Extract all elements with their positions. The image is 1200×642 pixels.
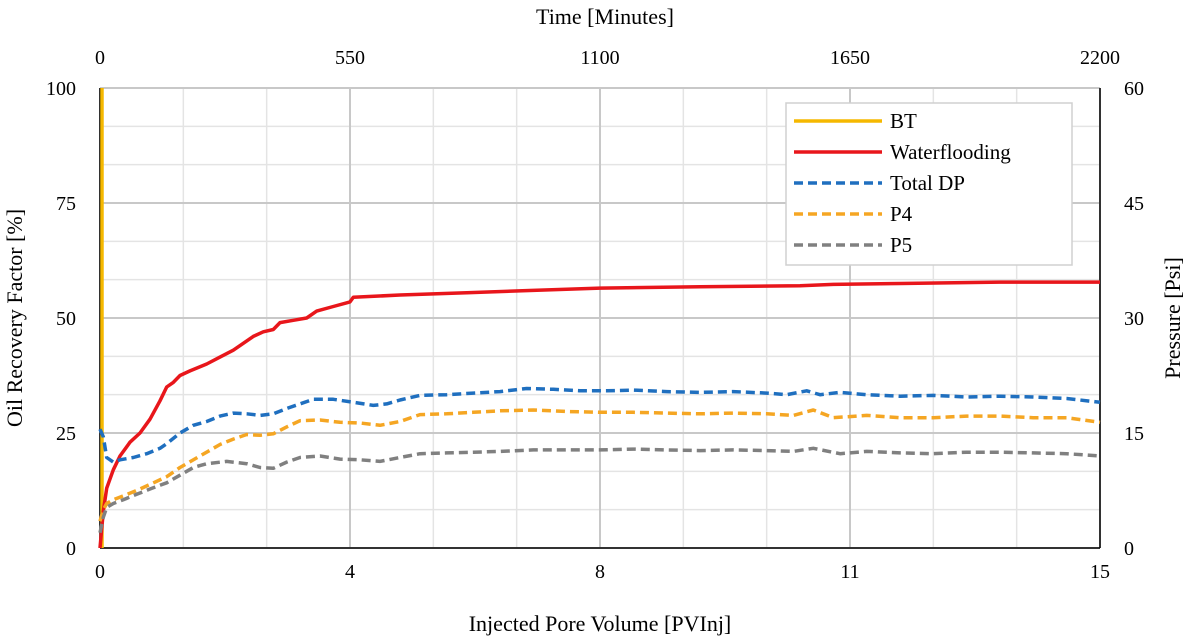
x-bottom-tick-label: 0 [95,561,105,583]
series-line-waterflooding [98,280,1100,549]
series-line-p5 [98,446,1101,534]
y-right-axis-title: Pressure [Psi] [1160,257,1185,379]
y-right-tick-label: 30 [1124,308,1144,330]
y-right-tick-label: 0 [1124,538,1134,560]
legend-label: Waterflooding [890,140,1011,164]
x-top-tick-label: 1650 [830,47,870,69]
legend-box [785,102,1073,266]
y-left-tick-label: 100 [46,78,76,100]
legend-label: Total DP [890,171,965,195]
y-left-tick-label: 75 [56,193,76,215]
y-left-tick-label: 50 [56,308,76,330]
y-right-tick-label: 60 [1124,78,1144,100]
legend-label: P5 [890,233,912,257]
x-top-axis-title: Time [Minutes] [536,4,674,29]
x-bottom-axis-title: Injected Pore Volume [PVInj] [469,611,732,636]
x-top-tick-label: 0 [95,47,105,69]
series-line-total-dp [98,386,1101,464]
series-line-p4 [98,408,1101,522]
x-bottom-tick-label: 4 [345,561,355,583]
x-top-tick-label: 1100 [580,47,619,69]
y-left-tick-label: 25 [56,423,76,445]
legend-label: BT [890,109,917,133]
series-group [98,88,1101,549]
y-right-tick-label: 45 [1124,193,1144,215]
legend: BT Waterflooding Total DP P4 P5 [785,102,1073,266]
x-bottom-tick-label: 8 [595,561,605,583]
x-top-tick-label: 550 [335,47,365,69]
x-top-tick-label: 2200 [1080,47,1120,69]
legend-label: P4 [890,202,913,226]
y-right-tick-label: 15 [1124,423,1144,445]
x-bottom-tick-label: 11 [840,561,859,583]
axes: 0 4 8 11 15 0 550 1100 1650 2200 0 25 50 75 100 0 15 30 45… [46,47,1144,583]
y-left-axis-title: Oil Recovery Factor [%] [2,209,27,427]
y-left-tick-label: 0 [66,538,76,560]
x-bottom-tick-label: 15 [1090,561,1110,583]
